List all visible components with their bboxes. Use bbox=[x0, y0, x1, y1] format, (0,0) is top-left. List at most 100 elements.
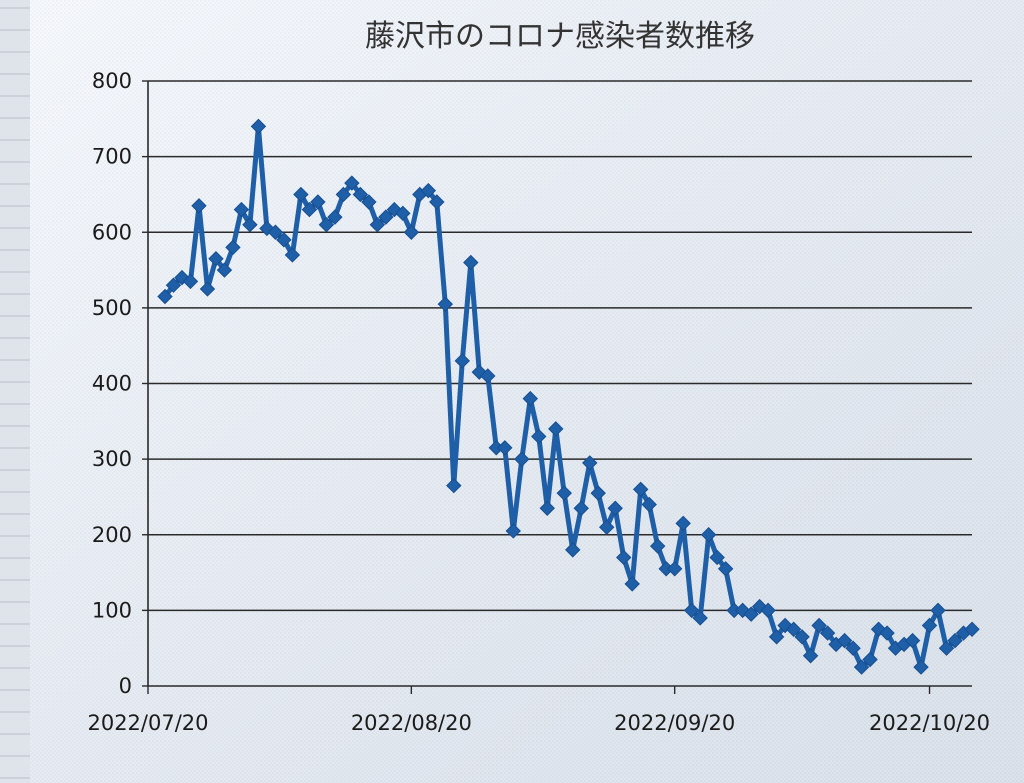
data-point bbox=[785, 621, 802, 637]
data-point bbox=[964, 621, 980, 637]
data-point bbox=[233, 201, 250, 218]
data-point bbox=[675, 515, 691, 532]
data-point bbox=[921, 617, 938, 634]
y-tick-label: 300 bbox=[92, 447, 132, 471]
data-point bbox=[267, 224, 284, 240]
y-tick-label: 400 bbox=[92, 372, 132, 396]
x-tick-label: 2022/10/20 bbox=[869, 711, 990, 735]
data-point bbox=[284, 247, 301, 263]
data-point bbox=[480, 368, 496, 384]
data-point bbox=[836, 632, 853, 649]
y-tick-label: 600 bbox=[92, 220, 132, 244]
data-point bbox=[624, 576, 640, 592]
data-point bbox=[717, 561, 734, 577]
data-point bbox=[565, 542, 581, 558]
chart-title: 藤沢市のコロナ感染者数推移 bbox=[365, 19, 755, 54]
y-tick-label: 700 bbox=[92, 145, 132, 169]
data-point bbox=[310, 194, 326, 210]
data-point bbox=[361, 194, 377, 210]
data-point bbox=[352, 186, 369, 203]
data-point bbox=[505, 523, 521, 539]
data-point bbox=[522, 390, 538, 407]
data-point bbox=[378, 209, 394, 225]
data-point bbox=[539, 500, 555, 516]
x-tick-labels: 2022/07/20 2022/08/20 2022/09/20 2022/10/20 bbox=[87, 711, 990, 735]
data-point bbox=[437, 296, 454, 312]
data-point bbox=[599, 519, 615, 535]
data-point bbox=[454, 353, 471, 369]
data-point bbox=[768, 629, 785, 645]
data-point bbox=[293, 186, 309, 203]
data-point bbox=[514, 451, 530, 467]
data-point bbox=[301, 201, 318, 218]
y-tick-labels: 0 100 200 300 400 500 600 700 800 bbox=[92, 69, 132, 698]
data-point bbox=[199, 281, 216, 297]
data-point bbox=[250, 118, 267, 135]
data-point bbox=[666, 561, 683, 577]
data-point bbox=[853, 659, 870, 675]
data-point bbox=[904, 632, 921, 649]
data-point bbox=[811, 617, 827, 634]
data-point bbox=[497, 440, 513, 456]
data-point bbox=[556, 485, 572, 501]
data-point bbox=[318, 216, 335, 233]
data-point bbox=[700, 527, 717, 543]
data-point bbox=[531, 428, 547, 445]
data-point bbox=[225, 239, 241, 256]
y-tick-label: 500 bbox=[92, 296, 132, 320]
data-point bbox=[548, 421, 564, 437]
y-tick-label: 200 bbox=[92, 523, 132, 547]
data-point bbox=[327, 209, 343, 225]
data-point bbox=[683, 602, 700, 619]
data-point bbox=[242, 216, 258, 233]
data-point bbox=[947, 632, 963, 649]
data-point bbox=[369, 216, 386, 233]
x-tick-label: 2022/07/20 bbox=[87, 711, 208, 735]
axes bbox=[142, 80, 972, 694]
data-point bbox=[930, 602, 946, 619]
data-point bbox=[632, 481, 649, 498]
x-tick-label: 2022/09/20 bbox=[614, 711, 735, 735]
data-point bbox=[403, 224, 420, 240]
data-point bbox=[182, 273, 199, 290]
y-tick-label: 100 bbox=[92, 598, 132, 622]
data-point bbox=[845, 640, 861, 656]
data-point bbox=[582, 455, 598, 471]
data-point bbox=[429, 194, 445, 210]
y-tick-label: 0 bbox=[119, 674, 132, 698]
y-gridlines bbox=[148, 80, 972, 612]
data-point bbox=[709, 549, 725, 566]
data-point bbox=[862, 651, 878, 668]
data-point bbox=[607, 500, 623, 516]
data-point bbox=[692, 610, 708, 626]
x-tick-label: 2022/08/20 bbox=[351, 711, 472, 735]
data-point bbox=[879, 625, 895, 641]
data-point bbox=[649, 538, 666, 554]
data-point bbox=[641, 496, 657, 513]
spreadsheet-grid bbox=[0, 0, 30, 783]
data-point bbox=[208, 251, 224, 267]
data-point bbox=[216, 262, 233, 278]
data-point bbox=[573, 500, 589, 516]
data-point bbox=[590, 485, 606, 501]
data-point bbox=[344, 175, 360, 191]
data-point bbox=[165, 277, 182, 293]
data-point bbox=[802, 648, 819, 664]
y-tick-label: 800 bbox=[92, 69, 132, 93]
data-point bbox=[743, 606, 759, 622]
data-point bbox=[157, 288, 173, 305]
data-point bbox=[276, 232, 292, 248]
data-point bbox=[395, 205, 411, 222]
data-point bbox=[420, 182, 437, 199]
data-point bbox=[760, 602, 776, 619]
series-layer bbox=[157, 118, 980, 675]
data-point bbox=[913, 659, 929, 675]
data-point bbox=[819, 625, 836, 641]
data-point bbox=[191, 198, 207, 214]
data-point bbox=[463, 254, 479, 271]
data-point bbox=[446, 477, 462, 494]
data-point bbox=[616, 549, 632, 566]
data-point bbox=[938, 640, 955, 656]
